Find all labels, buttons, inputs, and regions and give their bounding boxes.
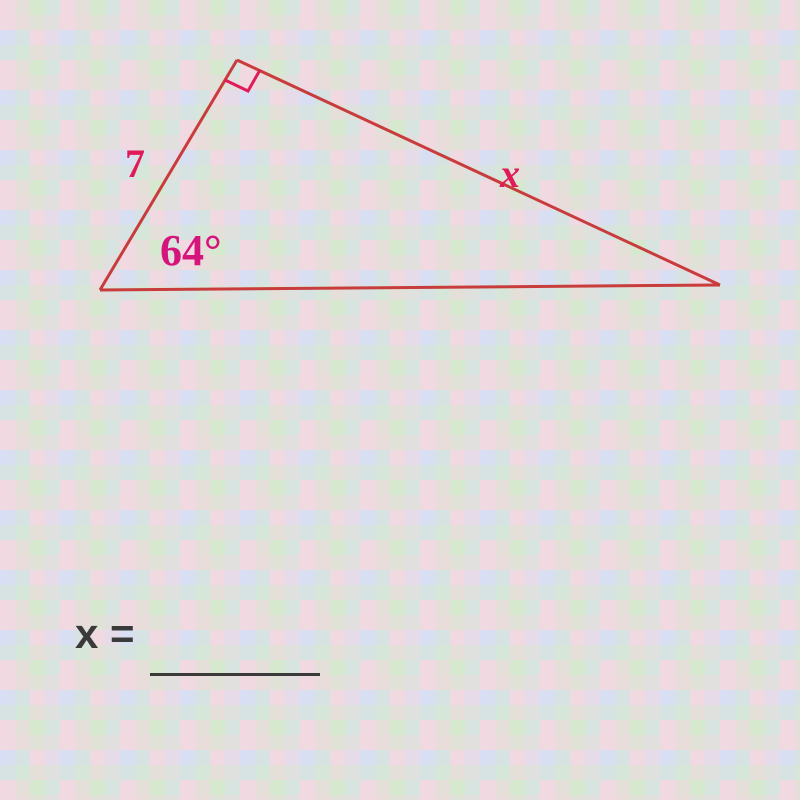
question-area: x = bbox=[75, 610, 320, 658]
side-label-7: 7 bbox=[125, 140, 145, 187]
side-label-x: x bbox=[500, 150, 520, 197]
angle-label-64: 64° bbox=[160, 225, 222, 276]
answer-blank[interactable] bbox=[150, 673, 320, 676]
triangle-diagram bbox=[0, 0, 800, 800]
question-prompt: x = bbox=[75, 610, 135, 658]
